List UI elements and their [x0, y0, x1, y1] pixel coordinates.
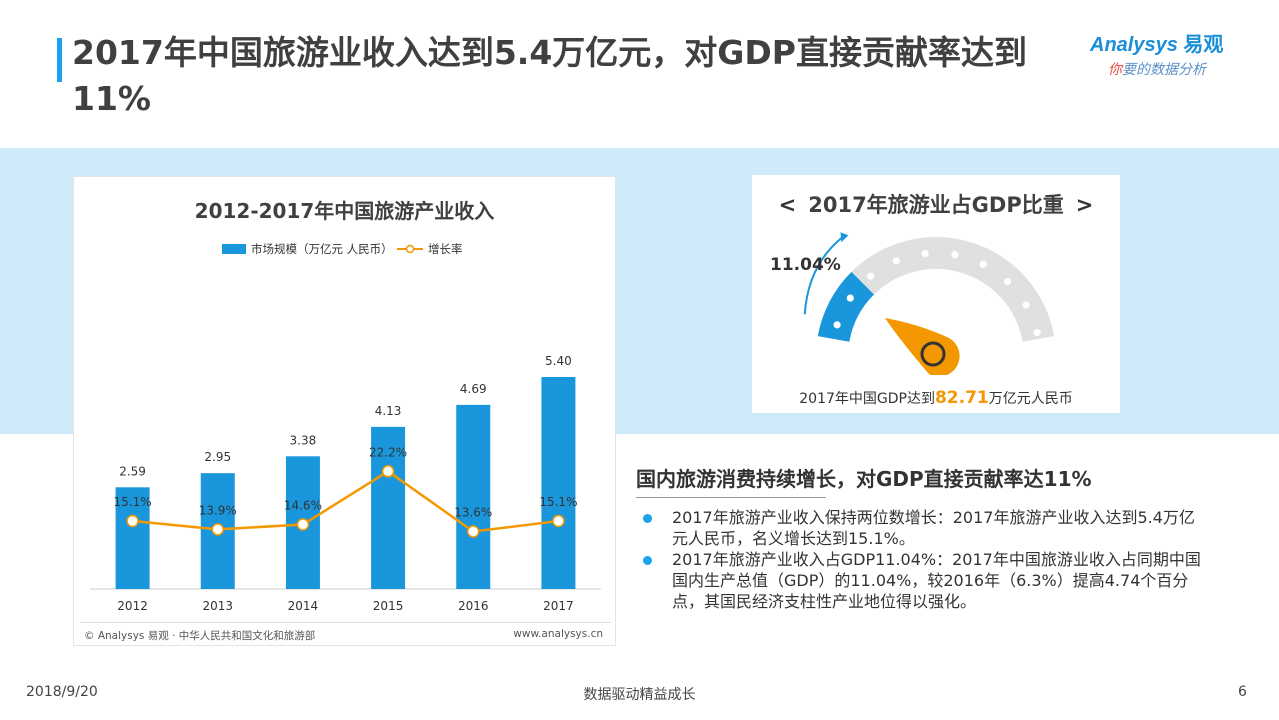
logo-wordmark: Analysys 易观	[1090, 28, 1260, 57]
gauge-dot	[833, 321, 841, 329]
gdp-gauge	[803, 232, 1055, 375]
analysys-logo: Analysys 易观 你要的数据分析	[1090, 28, 1260, 88]
gdp-caption-pre: 2017年中国GDP达到	[799, 391, 935, 407]
growth-point	[211, 523, 224, 536]
logo-tagline-rest: 要的数据分析	[1122, 62, 1206, 78]
revenue-chart-card: 2012-2017年中国旅游产业收入 市场规模（万亿元 人民币） 增长率 2.59 2…	[73, 176, 616, 646]
x-tick-label: 2015	[373, 599, 404, 613]
gauge-dot	[846, 294, 854, 302]
bar-value-label: 4.69	[460, 382, 487, 396]
bullet-item: 2017年旅游产业收入保持两位数增长：2017年旅游产业收入达到5.4万亿元人民…	[640, 507, 1210, 549]
legend-label-line: 增长率	[428, 242, 463, 256]
gauge-dot	[866, 272, 875, 280]
x-tick-label: 2013	[202, 599, 233, 613]
bar	[456, 404, 491, 589]
gauge-progress-arrow	[803, 236, 844, 315]
chevron-right-icon[interactable]: >	[1075, 193, 1094, 217]
gdp-card-title-text: 2017年旅游业占GDP比重	[808, 193, 1064, 217]
chevron-left-icon[interactable]: <	[778, 193, 797, 217]
bar-value-label: 5.40	[545, 354, 572, 368]
logo-tagline-lead: 你	[1108, 62, 1122, 78]
logo-tagline: 你要的数据分析	[1108, 59, 1260, 79]
growth-point	[126, 514, 139, 528]
x-tick-label: 2014	[288, 599, 319, 613]
page-number: 6	[1238, 684, 1247, 700]
chart-legend: 市场规模（万亿元 人民币） 增长率	[222, 242, 463, 256]
chart-footer-divider	[80, 622, 611, 623]
bar	[115, 487, 150, 589]
bullet-list: 2017年旅游产业收入保持两位数增长：2017年旅游产业收入达到5.4万亿元人民…	[640, 507, 1210, 612]
gauge-needle	[885, 318, 960, 375]
bar-value-label: 2.59	[119, 464, 146, 478]
gauge-dot	[1033, 329, 1041, 337]
section-divider	[636, 497, 826, 498]
x-tick-label: 2016	[458, 599, 489, 613]
gdp-card-title: <2017年旅游业占GDP比重 >	[752, 189, 1120, 219]
footer-date: 2018/9/20	[26, 684, 98, 700]
page-title: 2017年中国旅游业收入达到5.4万亿元，对GDP直接贡献率达到11%	[72, 33, 1027, 118]
growth-point	[467, 525, 480, 538]
growth-value-label: 14.6%	[284, 499, 322, 513]
gauge-hub	[920, 341, 946, 367]
gauge-dot	[1003, 277, 1012, 286]
revenue-chart: 市场规模（万亿元 人民币） 增长率 2.59 2012 2.95 2013 3.38 2014…	[90, 242, 601, 613]
gauge-dot	[892, 257, 900, 265]
growth-value-label: 15.1%	[539, 495, 577, 509]
bar-value-label: 4.13	[375, 404, 402, 418]
growth-value-label: 15.1%	[114, 495, 152, 509]
footer-slogan: 数据驱动精益成长	[583, 687, 696, 703]
section-heading: 国内旅游消费持续增长，对GDP直接贡献率达11%	[636, 467, 1092, 491]
bar-value-label: 2.95	[204, 450, 231, 464]
growth-point	[296, 518, 310, 531]
chart-source: © Analysys 易观 · 中华人民共和国文化和旅游部	[84, 630, 316, 642]
legend-label-bar: 市场规模（万亿元 人民币）	[251, 242, 393, 256]
gauge-dot	[921, 249, 929, 258]
growth-point	[381, 465, 395, 478]
title-accent-bar	[57, 38, 62, 82]
gdp-caption-value: 82.71	[934, 388, 989, 408]
growth-value-label: 13.6%	[454, 506, 492, 520]
chart-title: 2012-2017年中国旅游产业收入	[194, 199, 495, 223]
gauge-arrow-head	[840, 232, 849, 243]
legend-marker-line	[405, 244, 415, 254]
x-tick-label: 2017	[543, 599, 574, 613]
legend-swatch-bar	[222, 244, 246, 254]
bar	[371, 426, 406, 589]
growth-value-label: 22.2%	[369, 445, 407, 459]
growth-line	[132, 469, 559, 533]
gauge-track	[851, 236, 1055, 342]
gdp-share-card: <2017年旅游业占GDP比重 > 11.04% 2017年中国GDP达到82.7…	[752, 175, 1120, 413]
logo-brand-cn: 易观	[1183, 34, 1224, 56]
chart-source-url: www.analysys.cn	[513, 628, 603, 640]
gdp-share-label: 11.04%	[770, 255, 841, 275]
bar-value-label: 3.38	[290, 433, 317, 447]
logo-brand: Analysys	[1090, 34, 1178, 56]
gauge-dot	[979, 260, 987, 268]
x-tick-label: 2012	[117, 599, 148, 613]
gauge-dot	[951, 251, 959, 259]
bullet-item: 2017年旅游产业收入占GDP11.04%：2017年中国旅游业收入占同期中国国…	[640, 549, 1210, 612]
bar	[541, 377, 576, 589]
gdp-caption-post: 万亿元人民币	[988, 391, 1073, 407]
gauge-fill	[817, 271, 874, 342]
gdp-caption: 2017年中国GDP达到82.71万亿元人民币	[752, 388, 1120, 408]
growth-point	[552, 514, 565, 528]
growth-value-label: 13.9%	[199, 503, 237, 517]
gauge-dot	[1022, 301, 1030, 309]
